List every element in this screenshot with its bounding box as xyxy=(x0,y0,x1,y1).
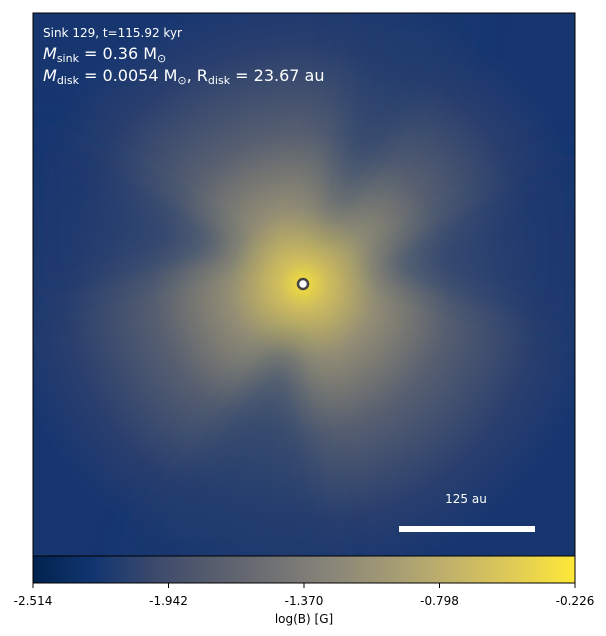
colorbar-label: log(B) [G] xyxy=(275,612,333,626)
scale-bar xyxy=(399,526,535,532)
annotation-part: = 0.36 M xyxy=(79,44,157,63)
annotation: Sink 129, t=115.92 kyr xyxy=(43,26,182,40)
annotation-subscript: disk xyxy=(57,74,80,87)
field-image xyxy=(33,13,575,556)
colorbar-tick-label: -1.942 xyxy=(149,594,188,608)
colorbar xyxy=(32,555,576,584)
annotation-part: M xyxy=(43,66,57,85)
annotation-part: = 0.0054 M xyxy=(79,66,177,85)
annotation: Mdisk = 0.0054 M⊙, Rdisk = 23.67 au xyxy=(43,66,324,87)
colorbar-tick-label: -0.226 xyxy=(556,594,595,608)
annotation-subscript: ⊙ xyxy=(157,52,166,65)
scale-bar-label: 125 au xyxy=(445,492,487,506)
annotation: Msink = 0.36 M⊙ xyxy=(43,44,166,65)
annotation-part: , R xyxy=(187,66,208,85)
annotation-subscript: disk xyxy=(208,74,231,87)
colorbar-tick-label: -2.514 xyxy=(14,594,53,608)
annotation-subscript: sink xyxy=(57,52,80,65)
colorbar-tick-label: -0.798 xyxy=(420,594,459,608)
annotation-subscript: ⊙ xyxy=(177,74,186,87)
annotation-part: M xyxy=(43,44,57,63)
colorbar-tick-label: -1.370 xyxy=(285,594,324,608)
annotation-part: = 23.67 au xyxy=(230,66,324,85)
sink-marker xyxy=(296,277,310,291)
